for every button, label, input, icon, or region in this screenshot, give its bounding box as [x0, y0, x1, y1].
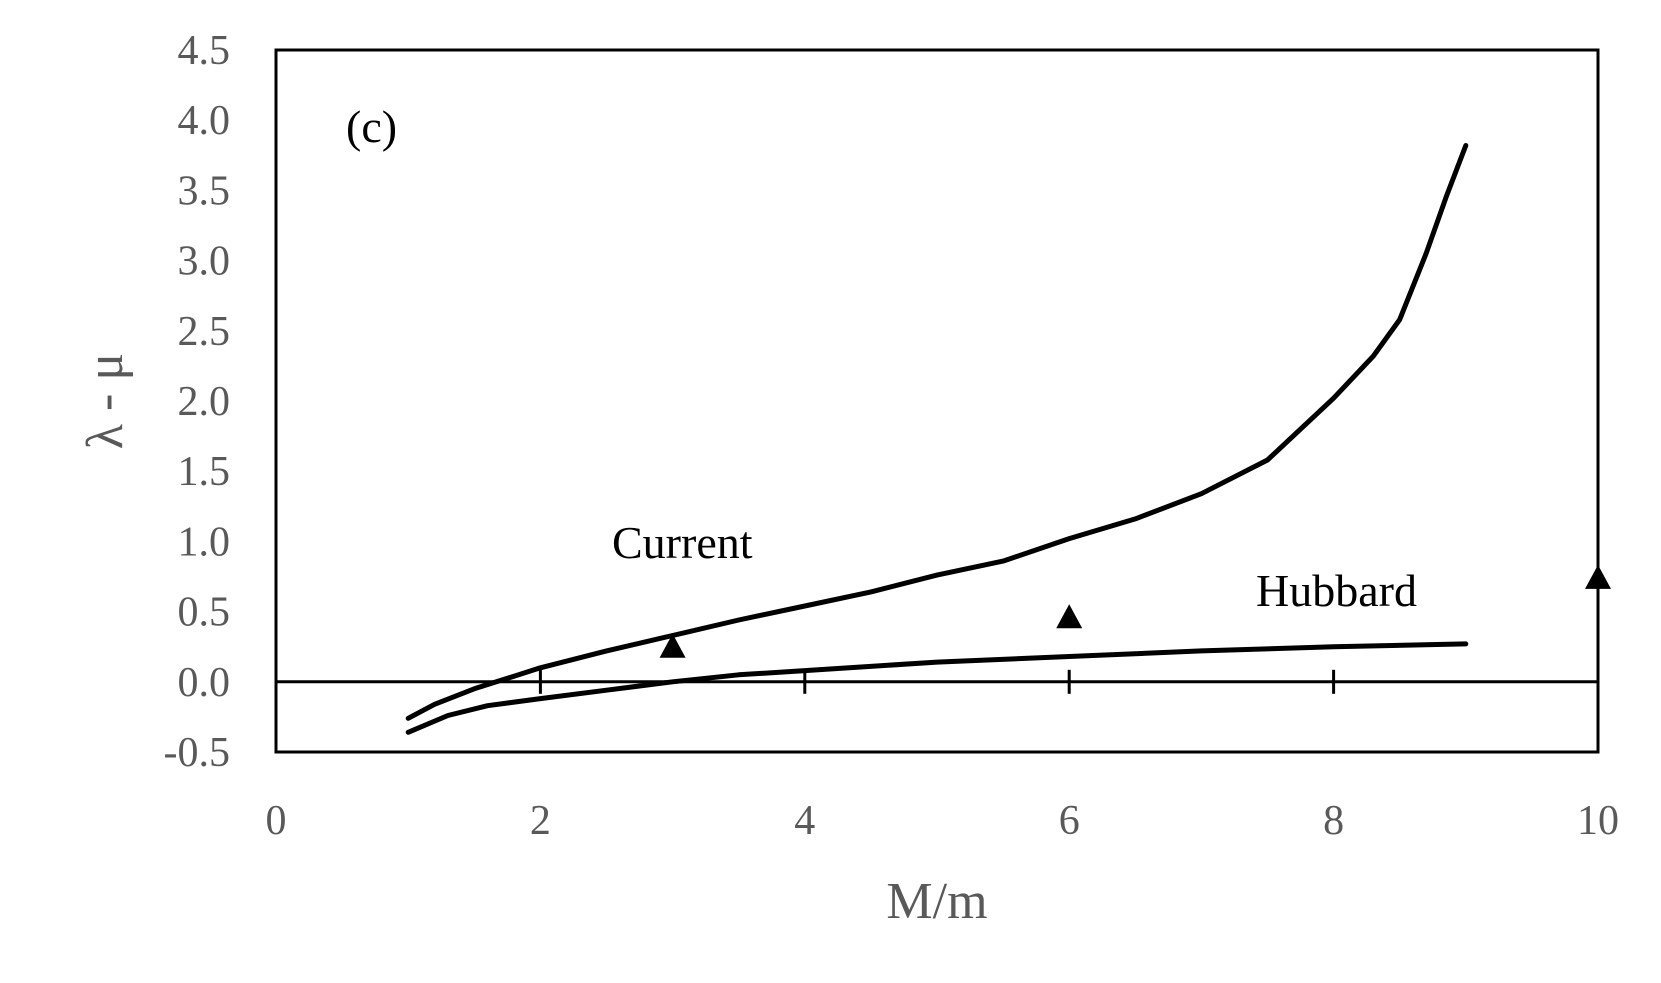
- x-tick-labels: 0 2 4 6 8 10: [266, 798, 1620, 844]
- x-tick-label: 10: [1577, 798, 1619, 844]
- x-tick-label: 8: [1323, 798, 1344, 844]
- y-tick-label: -0.5: [164, 730, 231, 776]
- triangle-marker: [1585, 564, 1611, 589]
- x-tick-label: 4: [794, 798, 815, 844]
- triangle-marker: [1056, 604, 1083, 629]
- triangle-marker: [659, 633, 686, 658]
- series-line-hubbard: [405, 641, 1469, 735]
- series-line-current: [405, 143, 1469, 721]
- series-label-current: Current: [612, 517, 753, 568]
- y-tick-label: 0.5: [178, 590, 231, 636]
- y-tick-labels: 4.5 4.0 3.5 3.0 2.5 2.0 1.5 1.0 0.5 0.0 -0.5: [164, 28, 231, 776]
- series-layer: [405, 143, 1469, 735]
- x-tick-label: 6: [1059, 798, 1080, 844]
- y-tick-label: 2.5: [178, 309, 231, 355]
- x-axis-title: M/m: [886, 873, 987, 930]
- y-tick-label: 4.5: [178, 28, 231, 74]
- y-axis-title: λ - μ: [77, 353, 134, 449]
- y-tick-label: 3.0: [178, 239, 231, 285]
- y-tick-label: 0.0: [178, 660, 231, 706]
- panel-label: (c): [346, 101, 397, 152]
- y-tick-label: 2.0: [178, 379, 231, 425]
- plot-frame: [274, 48, 1600, 754]
- y-tick-label: 1.5: [178, 449, 231, 495]
- y-tick-label: 4.0: [178, 98, 231, 144]
- x-tick-label: 0: [266, 798, 287, 844]
- y-tick-label: 3.5: [178, 168, 231, 214]
- marker-layer: [659, 564, 1611, 658]
- y-tick-label: 1.0: [178, 519, 231, 565]
- x-tick-label: 2: [530, 798, 551, 844]
- series-label-hubbard: Hubbard: [1256, 565, 1417, 616]
